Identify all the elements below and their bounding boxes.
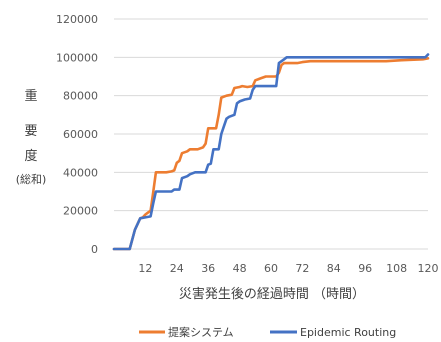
- y-tick-label-4: 80000: [63, 90, 98, 103]
- x-tick-label-4: 60: [264, 262, 278, 275]
- y-axis-label-char-3: 度: [24, 148, 37, 164]
- x-tick-label-5: 72: [295, 262, 309, 275]
- y-axis: 0 20000 40000 60000 80000 100000 120000: [56, 13, 98, 256]
- x-axis-label: 災害発生後の経過時間 （時間）: [179, 286, 365, 302]
- x-tick-label-1: 24: [170, 262, 184, 275]
- series-line-0: [112, 57, 430, 251]
- legend-label-proposed: 提案システム: [168, 325, 234, 339]
- y-tick-label-5: 100000: [56, 51, 98, 64]
- x-tick-label-0: 12: [138, 262, 152, 275]
- series-line-1: [112, 53, 430, 251]
- series-lines: [112, 53, 430, 251]
- legend-label-epidemic: Epidemic Routing: [300, 326, 396, 339]
- x-tick-label-7: 96: [358, 262, 372, 275]
- x-axis: 12 24 36 48 60 72 84 96 108 120: [138, 262, 438, 275]
- x-tick-label-9: 120: [418, 262, 439, 275]
- y-axis-label: 重 要 度 (総和): [16, 88, 47, 186]
- x-tick-label-6: 84: [327, 262, 341, 275]
- legend: 提案システム Epidemic Routing: [139, 325, 396, 339]
- grid: [114, 18, 428, 250]
- y-tick-label-2: 40000: [63, 166, 98, 179]
- x-tick-label-8: 108: [386, 262, 407, 275]
- x-tick-label-2: 36: [201, 262, 215, 275]
- y-axis-label-sub: (総和): [16, 172, 47, 186]
- y-tick-label-3: 60000: [63, 128, 98, 141]
- y-axis-label-char-2: 要: [24, 124, 37, 139]
- y-axis-label-char-1: 重: [24, 88, 37, 104]
- y-tick-label-1: 20000: [63, 205, 98, 218]
- x-tick-label-3: 48: [233, 262, 247, 275]
- y-tick-label-6: 120000: [56, 13, 98, 26]
- y-tick-label-0: 0: [91, 243, 98, 256]
